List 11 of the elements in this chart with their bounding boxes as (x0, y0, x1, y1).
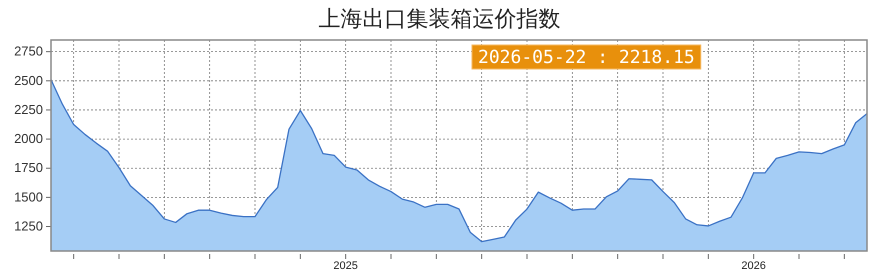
y-tick-label: 1500 (14, 189, 43, 204)
y-tick-label: 1750 (14, 160, 43, 176)
annotation: 2026-05-22 : 2218.15 (478, 47, 695, 68)
x-tick-label: 2025 (333, 260, 358, 272)
chart-title: 上海出口集装箱运价指数 (318, 6, 560, 31)
y-tick-label: 2750 (14, 44, 43, 59)
x-tick-label: 2026 (741, 260, 766, 272)
y-tick-label: 2250 (14, 102, 43, 117)
y-tick-label: 2500 (14, 72, 43, 88)
y-tick-label: 1250 (14, 218, 43, 234)
y-tick-label: 2000 (14, 131, 43, 146)
